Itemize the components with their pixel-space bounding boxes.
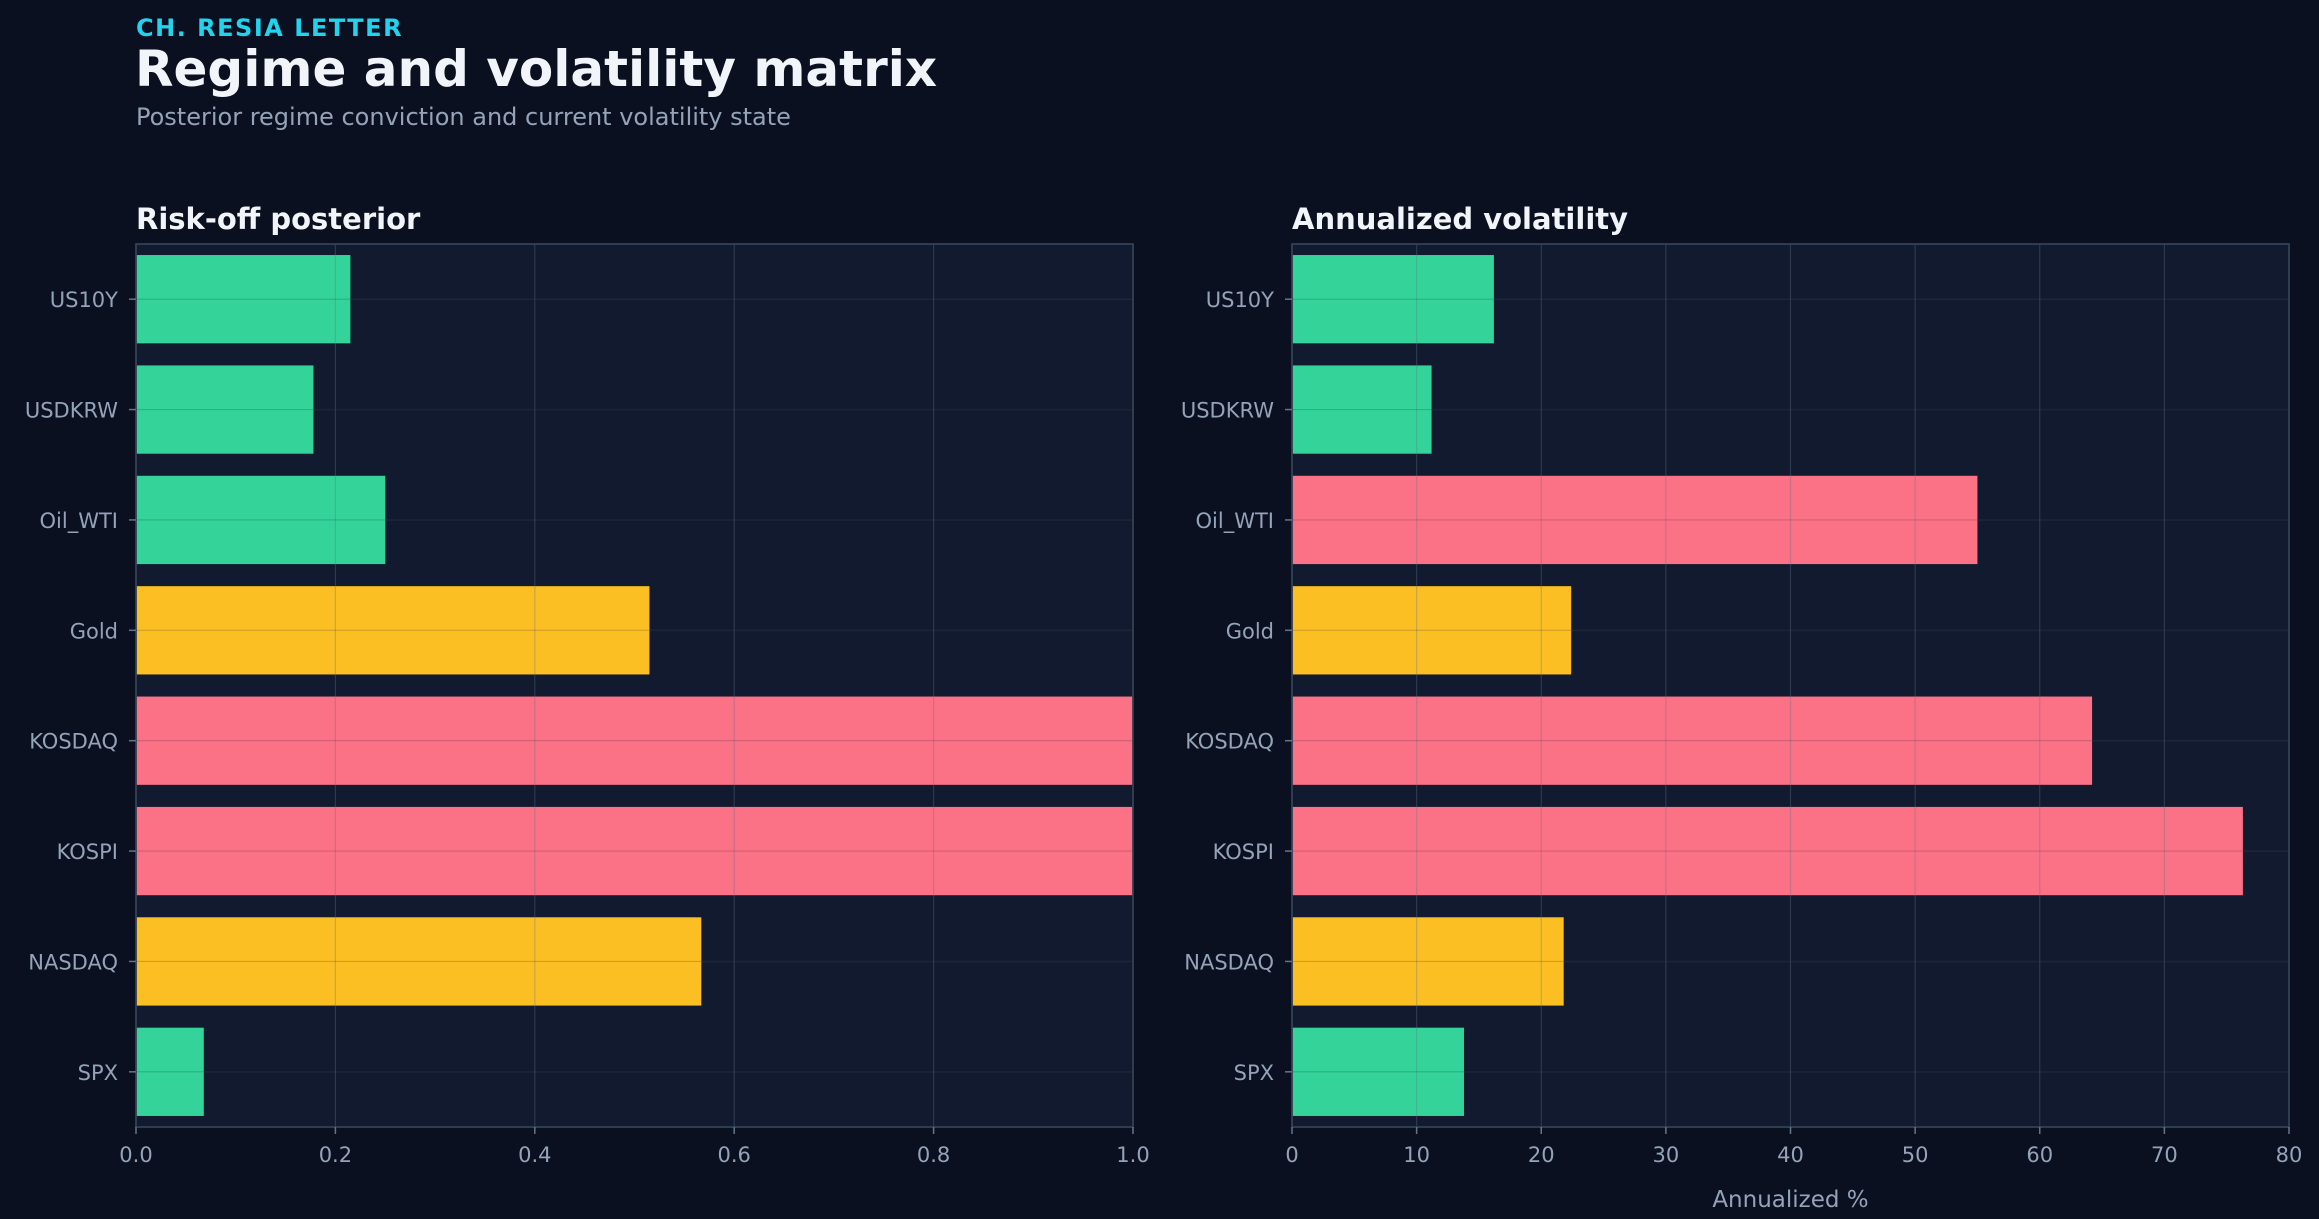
y-tick-label: KOSPI xyxy=(57,840,118,864)
bar xyxy=(1292,806,2243,896)
x-tick-label: 30 xyxy=(1653,1143,1680,1167)
y-tick-label: USDKRW xyxy=(25,399,118,423)
x-tick-label: 80 xyxy=(2276,1143,2303,1167)
y-tick-label: Oil_WTI xyxy=(40,509,118,534)
bar xyxy=(1292,917,1564,1006)
x-tick-label: 10 xyxy=(1403,1143,1430,1167)
x-tick-label: 50 xyxy=(1902,1143,1929,1167)
bar xyxy=(1292,586,1572,675)
bar xyxy=(1292,1027,1464,1116)
bar xyxy=(136,255,351,344)
risk-off-posterior-chart: Risk-off posterior US10Y USDKRW Oil_WTI Gold… xyxy=(25,202,1150,1167)
chart-title: Risk-off posterior xyxy=(136,202,421,236)
y-tick-label: USDKRW xyxy=(1181,399,1274,423)
x-axis-label: Annualized % xyxy=(1712,1187,1868,1213)
chart-title: Annualized volatility xyxy=(1292,202,1628,236)
bar xyxy=(1292,475,1978,565)
plot-frame xyxy=(135,243,1134,1128)
y-tick-label: NASDAQ xyxy=(1184,950,1274,974)
bar xyxy=(136,696,1133,785)
bar xyxy=(136,917,702,1006)
x-tick-label: 60 xyxy=(2026,1143,2053,1167)
y-tick-label: US10Y xyxy=(1206,288,1274,312)
x-tick-label: 70 xyxy=(2151,1143,2178,1167)
bar xyxy=(136,806,1133,896)
x-tick-label: 0.6 xyxy=(717,1143,750,1167)
y-tick-label: KOSDAQ xyxy=(29,730,118,754)
bar xyxy=(136,1027,204,1116)
y-tick-label: SPX xyxy=(78,1061,118,1085)
y-tick-label: Gold xyxy=(70,619,118,643)
x-tick-label: 1.0 xyxy=(1116,1143,1149,1167)
kicker-label: CH. RESIA LETTER xyxy=(136,14,404,42)
y-tick-label: Gold xyxy=(1226,619,1274,643)
x-tick-label: 20 xyxy=(1528,1143,1555,1167)
page-title: Regime and volatility matrix xyxy=(135,40,938,98)
x-tick-label: 0.0 xyxy=(119,1143,152,1167)
x-tick-label: 40 xyxy=(1777,1143,1804,1167)
bar xyxy=(136,365,314,454)
annualized-volatility-chart: Annualized volatility US10Y USDKRW Oil_WTI G… xyxy=(1181,202,2303,1213)
y-tick-label: Oil_WTI xyxy=(1196,509,1274,534)
bar xyxy=(136,475,386,565)
bar xyxy=(1292,696,2093,785)
y-tick-label: KOSDAQ xyxy=(1185,730,1274,754)
y-tick-label: US10Y xyxy=(50,288,118,312)
bar xyxy=(136,586,650,675)
x-tick-label: 0 xyxy=(1285,1143,1298,1167)
bar xyxy=(1292,365,1432,454)
y-tick-label: NASDAQ xyxy=(28,950,118,974)
y-tick-label: SPX xyxy=(1234,1061,1274,1085)
x-tick-label: 0.2 xyxy=(319,1143,352,1167)
x-tick-label: 0.4 xyxy=(518,1143,551,1167)
page-subtitle: Posterior regime conviction and current … xyxy=(136,103,791,131)
bar xyxy=(1292,255,1494,344)
y-tick-label: KOSPI xyxy=(1213,840,1274,864)
x-tick-label: 0.8 xyxy=(917,1143,950,1167)
